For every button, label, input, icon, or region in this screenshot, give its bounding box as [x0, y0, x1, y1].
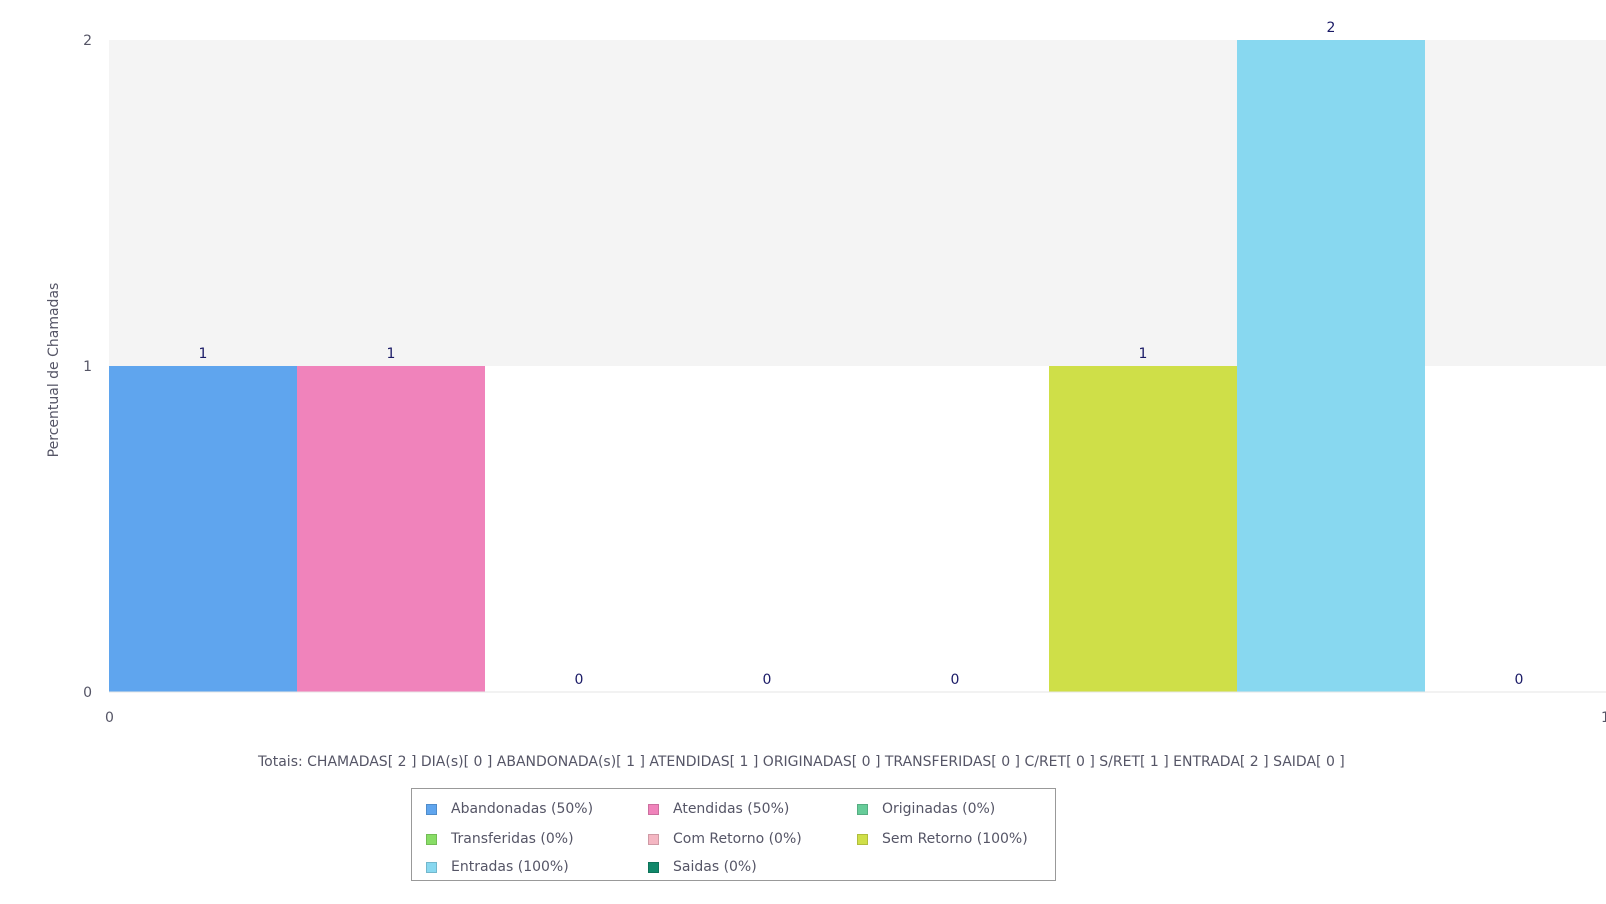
bars — [109, 40, 1425, 692]
legend-label-5: Com Retorno (0%) — [673, 831, 802, 847]
legend-item-8: Saidas (0%) — [648, 857, 757, 877]
legend: Abandonadas (50%) Atendidas (50%) Originad… — [411, 788, 1056, 881]
legend-swatch-7 — [426, 861, 437, 873]
axes: 0 1 2 0 1 — [83, 33, 1606, 726]
legend-item-6: Sem Retorno (100%) — [857, 829, 1028, 849]
legend-label-6: Sem Retorno (100%) — [882, 831, 1028, 847]
legend-item-1: Abandonadas (50%) — [426, 799, 593, 819]
y-tick-label-2: 2 — [83, 33, 92, 49]
data-label-6: 1 — [1139, 346, 1148, 362]
bar-7 — [1237, 40, 1425, 692]
legend-item-2: Atendidas (50%) — [648, 799, 789, 819]
data-label-4: 0 — [763, 672, 772, 688]
data-label-2: 1 — [387, 346, 396, 362]
legend-swatch-5 — [648, 833, 659, 845]
y-tick-label-1: 1 — [83, 359, 92, 375]
legend-item-3: Originadas (0%) — [857, 799, 995, 819]
legend-swatch-4 — [426, 833, 437, 845]
legend-label-2: Atendidas (50%) — [673, 801, 790, 817]
data-label-3: 0 — [575, 672, 584, 688]
data-label-5: 0 — [951, 672, 960, 688]
legend-label-8: Saidas (0%) — [673, 859, 757, 875]
y-axis-title: Percentual de Chamadas — [46, 283, 62, 458]
legend-item-4: Transferidas (0%) — [426, 829, 574, 849]
bar-2 — [297, 366, 485, 692]
bar-6 — [1049, 366, 1237, 692]
legend-swatch-2 — [648, 803, 659, 815]
legend-label-1: Abandonadas (50%) — [451, 801, 594, 817]
data-label-7: 2 — [1327, 20, 1336, 36]
x-tick-label-1: 1 — [1601, 710, 1606, 726]
legend-swatch-8 — [648, 861, 659, 873]
legend-label-7: Entradas (100%) — [451, 859, 569, 875]
legend-label-4: Transferidas (0%) — [451, 831, 574, 847]
data-labels: 1 1 0 0 0 1 2 0 — [199, 20, 1524, 688]
legend-swatch-3 — [857, 803, 868, 815]
data-label-1: 1 — [199, 346, 208, 362]
bar-1 — [109, 366, 297, 692]
y-tick-label-0: 0 — [83, 685, 92, 701]
legend-item-5: Com Retorno (0%) — [648, 829, 802, 849]
legend-swatch-1 — [426, 803, 437, 815]
legend-swatch-6 — [857, 833, 868, 845]
totals-summary: Totais: CHAMADAS[ 2 ] DIA(s)[ 0 ] ABANDO… — [258, 754, 1345, 770]
legend-item-7: Entradas (100%) — [426, 857, 569, 877]
x-tick-label-0: 0 — [105, 710, 114, 726]
data-label-8: 0 — [1515, 672, 1524, 688]
legend-label-3: Originadas (0%) — [882, 801, 996, 817]
